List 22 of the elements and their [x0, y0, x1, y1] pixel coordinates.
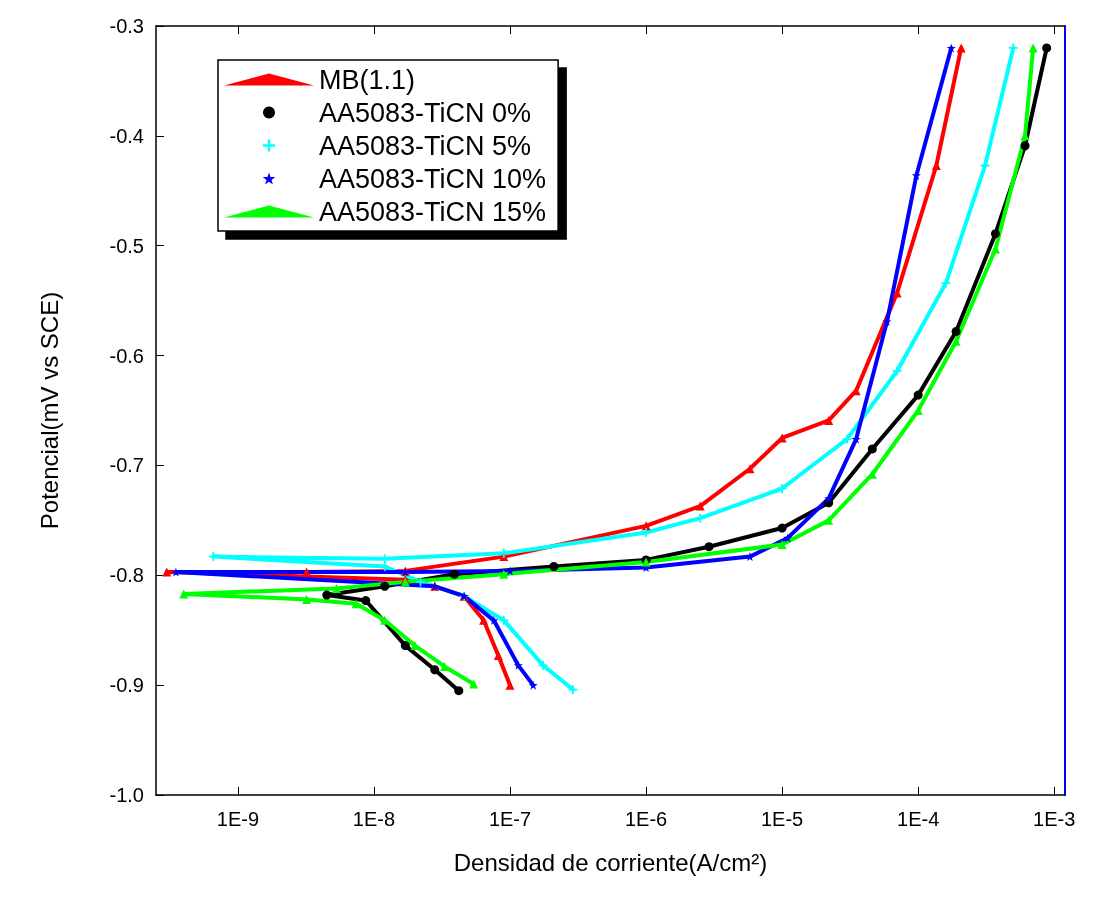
- y-tick-label: -1.0: [109, 784, 144, 806]
- legend-label: AA5083-TiCN 5%: [319, 130, 532, 161]
- x-tick-label: 1E-8: [352, 808, 396, 830]
- legend-label: AA5083-TiCN 15%: [319, 196, 547, 227]
- y-axis-title: Potencial(mV vs SCE): [35, 291, 63, 530]
- y-tick-label: -0.5: [109, 234, 144, 257]
- legend-label: AA5083-TiCN 0%: [319, 97, 532, 128]
- x-tick-label: 1E-3: [1033, 808, 1076, 830]
- y-tick-label: -0.7: [109, 454, 144, 477]
- y-tick-label: -0.4: [109, 124, 144, 147]
- legend-label: MB(1.1): [319, 64, 416, 95]
- y-tick-label: -0.3: [109, 15, 144, 37]
- y-tick-label: -0.9: [109, 674, 144, 697]
- x-tick-label: 1E-6: [624, 808, 668, 830]
- x-tick-label: 1E-4: [897, 808, 940, 830]
- y-tick-label: -0.8: [109, 564, 144, 587]
- legend-label: AA5083-TiCN 10%: [319, 163, 547, 194]
- x-tick-label: 1E-5: [761, 808, 804, 830]
- x-tick-label: 1E-7: [488, 808, 532, 830]
- x-tick-label: 1E-9: [216, 808, 260, 830]
- y-tick-label: -0.6: [109, 344, 144, 367]
- x-axis-title: Densidad de corriente(A/cm²): [453, 848, 768, 876]
